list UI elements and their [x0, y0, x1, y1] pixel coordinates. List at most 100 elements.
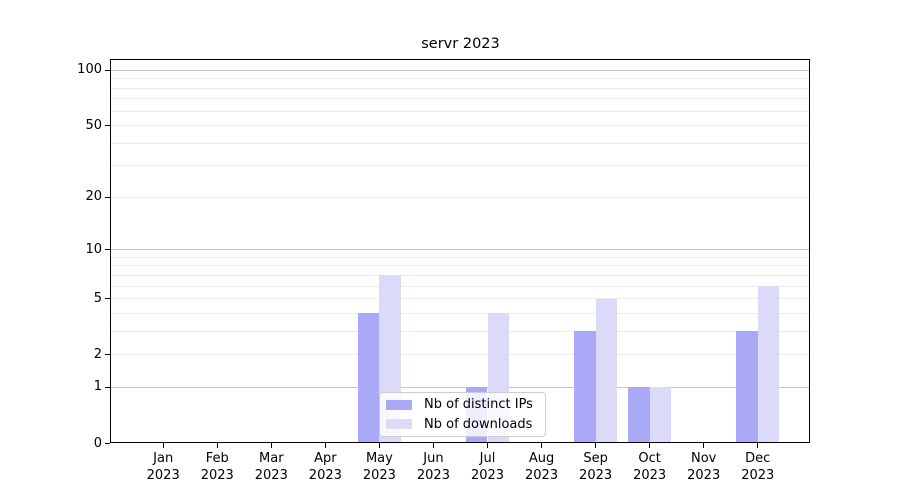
x-tick-month: Sep	[583, 451, 608, 466]
x-axis-tick	[757, 443, 759, 448]
bar-downloads	[595, 298, 617, 444]
x-axis-tick	[486, 443, 489, 448]
y-axis-tick	[105, 196, 110, 198]
x-tick-label: Nov 2023	[672, 451, 736, 484]
y-tick-label: 0	[93, 435, 102, 451]
x-tick-label: Dec 2023	[726, 451, 790, 484]
legend-item-downloads: Nb of downloads	[386, 416, 537, 434]
x-tick-year: 2023	[362, 467, 396, 483]
gridline-minor	[111, 330, 810, 332]
x-tick-year: 2023	[146, 467, 180, 483]
x-tick-month: Nov	[691, 451, 717, 466]
chart-title: servr 2023	[421, 36, 500, 52]
bar-distinct-ips	[628, 387, 650, 444]
y-tick-label: 2	[93, 346, 102, 362]
legend-swatch-downloads	[386, 419, 412, 430]
x-tick-month: May	[365, 451, 393, 466]
y-tick-label: 10	[85, 241, 102, 257]
x-tick-month: Jun	[423, 451, 444, 466]
x-tick-year: 2023	[200, 467, 234, 483]
gridline-minor	[111, 298, 810, 300]
x-axis-tick	[595, 443, 597, 448]
x-tick-month: Oct	[638, 451, 661, 466]
y-tick-label: 20	[85, 189, 102, 205]
x-tick-year: 2023	[687, 467, 721, 483]
y-axis-tick	[105, 354, 110, 356]
gridline-minor	[111, 98, 810, 100]
legend: Nb of distinct IPs Nb of downloads	[379, 392, 546, 437]
x-axis-tick	[649, 443, 651, 448]
x-tick-year: 2023	[254, 467, 288, 483]
x-axis-tick	[378, 443, 381, 448]
y-tick-label: 5	[93, 290, 102, 306]
gridline-minor	[111, 274, 810, 276]
x-tick-label: Feb 2023	[185, 451, 249, 484]
gridline-minor	[111, 285, 810, 287]
gridline-minor	[111, 312, 810, 314]
x-axis-tick	[216, 443, 218, 448]
gridline-minor	[111, 87, 810, 89]
gridline-major	[111, 69, 810, 71]
x-tick-year: 2023	[633, 467, 667, 483]
legend-label-distinct-ips: Nb of distinct IPs	[424, 397, 533, 413]
x-tick-label: Sep 2023	[564, 451, 628, 484]
x-tick-label: Apr 2023	[293, 451, 357, 484]
y-axis-tick	[105, 386, 110, 389]
x-tick-year: 2023	[416, 467, 450, 483]
gridline-minor	[111, 196, 810, 198]
gridline-minor	[111, 78, 810, 80]
x-tick-label: May 2023	[347, 451, 411, 484]
x-tick-label: Jun 2023	[401, 451, 465, 484]
bar-downloads	[757, 286, 780, 444]
plot-frame	[110, 59, 810, 443]
y-axis-tick	[105, 124, 110, 127]
gridline-major	[111, 386, 810, 388]
x-tick-month: Jan	[153, 451, 174, 466]
x-axis-tick	[703, 443, 705, 448]
y-tick-label: 1	[93, 379, 102, 395]
y-tick-label: 50	[85, 117, 102, 133]
legend-label-downloads: Nb of downloads	[424, 416, 533, 432]
x-tick-year: 2023	[741, 467, 775, 483]
x-tick-year: 2023	[308, 467, 342, 483]
gridline-minor	[111, 125, 810, 127]
x-tick-month: Apr	[314, 451, 337, 466]
x-axis-tick	[162, 443, 164, 448]
gridline-major	[111, 249, 810, 251]
y-axis-tick	[105, 69, 110, 71]
x-tick-month: Dec	[745, 451, 771, 466]
x-axis-tick	[540, 443, 543, 448]
x-tick-label: Jul 2023	[456, 451, 520, 484]
gridline-minor	[111, 256, 810, 258]
x-tick-year: 2023	[525, 467, 559, 483]
x-tick-label: Jan 2023	[131, 451, 195, 484]
x-tick-month: Jul	[479, 451, 496, 466]
gridline-minor	[111, 165, 810, 167]
x-tick-label: Mar 2023	[239, 451, 303, 484]
x-tick-month: Mar	[259, 451, 284, 466]
legend-item-distinct-ips: Nb of distinct IPs	[386, 396, 537, 414]
x-tick-year: 2023	[470, 467, 505, 483]
gridline-minor	[111, 142, 810, 144]
x-tick-month: Aug	[528, 451, 555, 466]
legend-swatch-distinct-ips	[386, 399, 412, 410]
y-axis-tick	[105, 298, 110, 300]
x-tick-label: Oct 2023	[618, 451, 682, 484]
x-axis-tick	[324, 443, 327, 448]
x-tick-year: 2023	[579, 467, 613, 483]
x-tick-month: Feb	[205, 451, 229, 466]
y-axis-tick	[105, 248, 110, 251]
gridline-minor	[111, 110, 810, 112]
bar-distinct-ips	[736, 331, 758, 444]
x-tick-label: Aug 2023	[510, 451, 574, 484]
y-axis-tick	[105, 442, 110, 445]
bar-distinct-ips	[574, 331, 596, 444]
bar-downloads	[649, 387, 672, 444]
gridline-minor	[111, 265, 810, 267]
x-axis-tick	[432, 443, 435, 448]
gridline-minor	[111, 354, 810, 356]
bar-distinct-ips	[358, 313, 380, 444]
y-tick-label: 100	[77, 62, 102, 78]
x-axis-tick	[270, 443, 272, 448]
